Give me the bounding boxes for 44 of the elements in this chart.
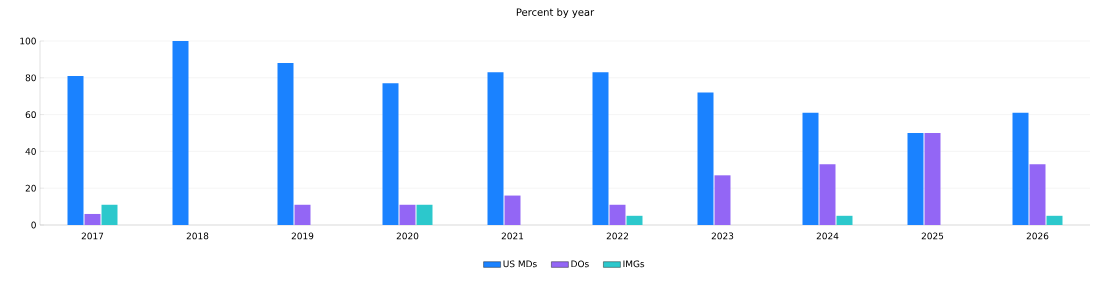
y-tick-label: 40 — [25, 148, 36, 155]
legend-label: US MDs — [503, 260, 537, 268]
bar — [416, 204, 433, 225]
bar — [1046, 215, 1063, 225]
bar — [172, 41, 189, 225]
y-tick-label: 60 — [25, 111, 36, 118]
bar — [609, 204, 626, 225]
bar — [924, 133, 941, 225]
x-tick-label: 2021 — [501, 232, 524, 240]
y-tick-label: 20 — [25, 184, 36, 192]
bar — [907, 133, 924, 225]
y-tick-label: 0 — [31, 221, 36, 229]
bar — [382, 83, 399, 225]
bar — [626, 215, 643, 225]
bar — [294, 204, 311, 225]
legend-label: IMGs — [623, 260, 645, 268]
bar — [819, 164, 836, 225]
bar — [697, 92, 714, 225]
x-tick-label: 2020 — [396, 232, 419, 240]
bar — [101, 204, 118, 225]
bar — [504, 195, 521, 225]
bar — [714, 175, 731, 225]
x-tick-label: 2025 — [921, 232, 944, 240]
y-tick-label: 80 — [25, 74, 36, 82]
x-tick-label: 2026 — [1026, 232, 1049, 240]
x-tick-label: 2018 — [186, 232, 209, 240]
x-tick-label: 2019 — [291, 232, 314, 240]
x-tick-label: 2022 — [606, 232, 629, 240]
x-tick-label: 2023 — [711, 232, 734, 240]
legend-label: DOs — [571, 260, 589, 268]
bar — [277, 63, 294, 225]
x-tick-label: 2024 — [816, 232, 839, 240]
bar — [1012, 112, 1029, 225]
bar — [836, 215, 853, 225]
chart-title: Percent by year — [516, 8, 595, 18]
y-tick-label: 100 — [20, 37, 36, 45]
bar — [802, 112, 819, 225]
bar — [84, 213, 101, 225]
bar — [592, 72, 609, 225]
bar — [67, 75, 84, 225]
bar — [1029, 164, 1046, 225]
bar — [487, 72, 504, 225]
x-tick-label: 2017 — [81, 232, 104, 240]
bar — [399, 204, 416, 225]
